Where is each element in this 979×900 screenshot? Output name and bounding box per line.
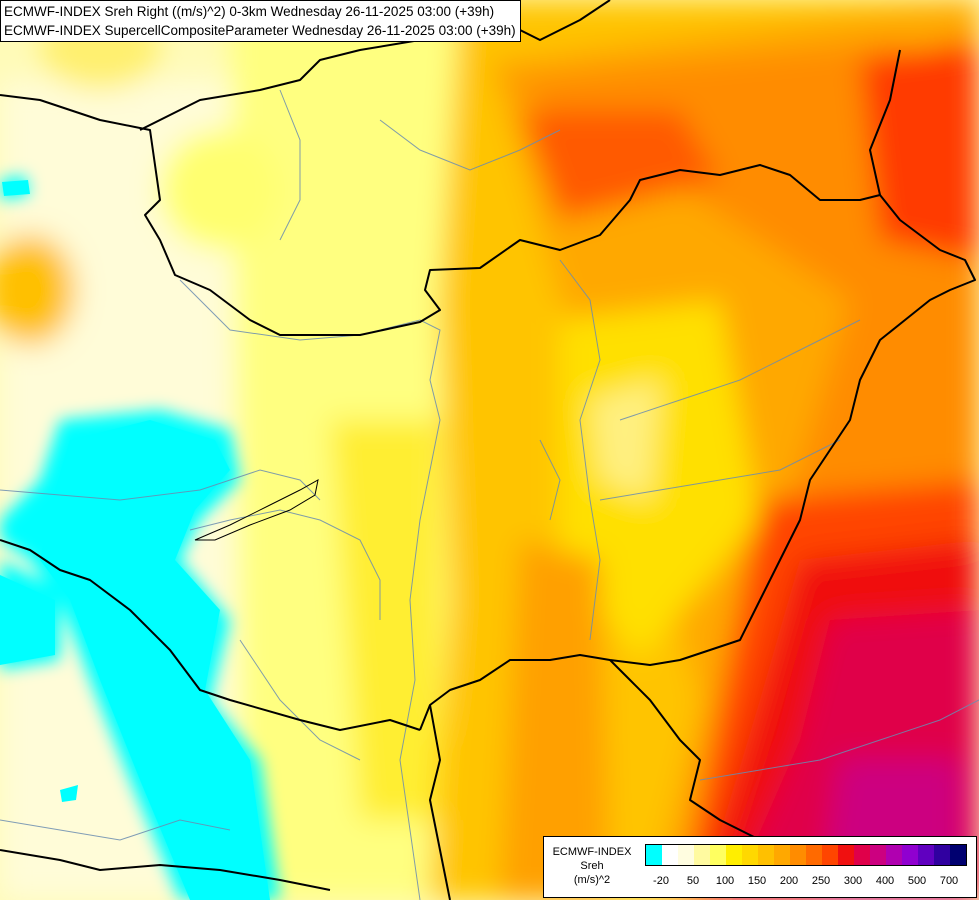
legend-caption-unit: (m/s)^2 bbox=[573, 874, 611, 886]
legend-swatch bbox=[806, 845, 822, 865]
legend-swatch bbox=[678, 845, 694, 865]
legend-caption-variable: Sreh bbox=[580, 860, 604, 872]
legend-swatch bbox=[838, 845, 854, 865]
legend-tick-label: 100 bbox=[715, 875, 735, 887]
title-line-1: ECMWF-INDEX Sreh Right ((m/s)^2) 0-3km W… bbox=[4, 4, 495, 19]
legend-tick-labels: -20 50 100 150 200 250 300 400 500 700 bbox=[645, 875, 967, 891]
legend-tick-label: 700 bbox=[939, 875, 959, 887]
legend-tick-label: 50 bbox=[686, 875, 700, 887]
lake-outline bbox=[194, 479, 319, 541]
legend-caption: ECMWF-INDEX Sreh (m/s)^2 bbox=[546, 845, 638, 887]
legend-swatch bbox=[710, 845, 726, 865]
legend-tick-label: 200 bbox=[779, 875, 799, 887]
legend-tick-label: 250 bbox=[811, 875, 831, 887]
negative-sreh-areas-sharp bbox=[0, 180, 270, 900]
legend-color-bar bbox=[645, 844, 967, 866]
title-line-2: ECMWF-INDEX SupercellCompositeParameter … bbox=[4, 23, 516, 38]
legend-swatch bbox=[870, 845, 886, 865]
legend-swatch bbox=[886, 845, 902, 865]
legend-swatch bbox=[854, 845, 870, 865]
legend-swatch bbox=[646, 845, 662, 865]
legend-swatch bbox=[694, 845, 710, 865]
legend-tick-label: -20 bbox=[653, 875, 669, 887]
legend-swatch bbox=[662, 845, 678, 865]
color-legend: ECMWF-INDEX Sreh (m/s)^2 -20 50 100 150 200 2… bbox=[543, 836, 977, 898]
legend-tick-label: 150 bbox=[747, 875, 767, 887]
legend-swatch bbox=[918, 845, 934, 865]
legend-swatch bbox=[790, 845, 806, 865]
rivers bbox=[0, 89, 979, 900]
legend-swatch bbox=[902, 845, 918, 865]
legend-swatch bbox=[950, 845, 966, 865]
legend-tick-label: 300 bbox=[843, 875, 863, 887]
legend-caption-source: ECMWF-INDEX bbox=[552, 846, 632, 858]
legend-swatch bbox=[822, 845, 838, 865]
legend-swatch bbox=[742, 845, 758, 865]
legend-swatch bbox=[726, 845, 742, 865]
legend-swatch bbox=[774, 845, 790, 865]
legend-tick-label: 500 bbox=[907, 875, 927, 887]
map-title-box: ECMWF-INDEX Sreh Right ((m/s)^2) 0-3km W… bbox=[0, 0, 521, 42]
legend-tick-label: 400 bbox=[875, 875, 895, 887]
legend-swatch bbox=[934, 845, 950, 865]
legend-swatch bbox=[758, 845, 774, 865]
